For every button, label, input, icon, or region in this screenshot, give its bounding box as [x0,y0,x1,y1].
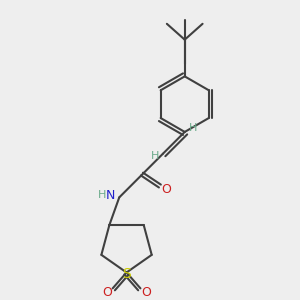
Text: H: H [151,151,159,161]
Text: O: O [102,286,112,299]
Text: H: H [98,190,106,200]
Text: O: O [161,183,171,196]
Text: O: O [141,286,151,299]
Text: H: H [188,123,197,133]
Text: S: S [122,268,131,281]
Text: N: N [106,189,115,202]
